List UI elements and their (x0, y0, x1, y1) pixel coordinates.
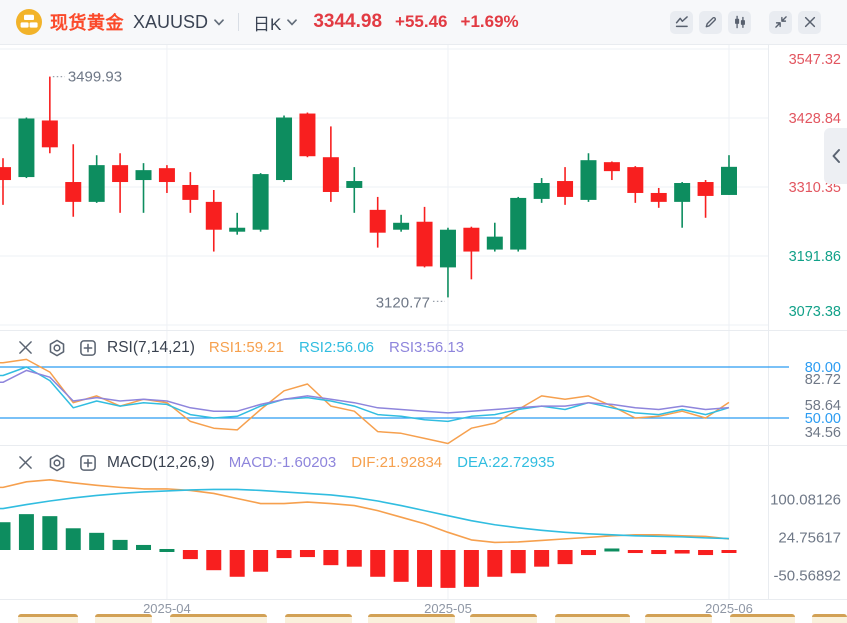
svg-text:3310.35: 3310.35 (789, 180, 841, 196)
gear-icon (49, 454, 64, 471)
macd-title: MACD(12,26,9) (107, 453, 215, 471)
macd-panel: MACD(12,26,9) MACD:-1.60203 DIF:21.92834… (0, 445, 847, 599)
gear-icon (49, 339, 64, 356)
draw-icon (705, 16, 716, 28)
next-panel-strip (0, 614, 847, 623)
close-icon (804, 16, 815, 28)
symbol-selector[interactable]: XAUUSD (124, 12, 224, 33)
partial-bar (470, 614, 537, 623)
partial-bar (95, 614, 152, 623)
macd-close-button[interactable] (14, 451, 37, 474)
rsi-title: RSI(7,14,21) (107, 338, 195, 356)
shrink-button[interactable] (769, 10, 792, 34)
svg-text:80.00: 80.00 (805, 360, 841, 376)
svg-text:3120.77: 3120.77 (376, 294, 430, 311)
rsi-settings-button[interactable] (45, 336, 68, 359)
rsi-add-button[interactable] (76, 336, 99, 359)
svg-text:34.56: 34.56 (805, 425, 841, 441)
rsi-header: RSI(7,14,21) RSI1:59.21 RSI2:56.06 RSI3:… (14, 336, 479, 359)
time-tick-label: 2025-06 (705, 601, 753, 616)
period-label: 日K (253, 14, 282, 34)
close-chart-button[interactable] (798, 10, 821, 34)
price-change-pct: +1.69% (460, 12, 519, 31)
draw-button[interactable] (699, 10, 722, 34)
rsi2-value: RSI2:56.06 (298, 339, 375, 356)
dea-value: DEA:22.72935 (457, 454, 555, 471)
time-tick-label: 2025-05 (424, 601, 472, 616)
partial-bar (170, 614, 267, 623)
close-icon (19, 456, 32, 469)
divider (238, 13, 240, 31)
macd-settings-button[interactable] (45, 451, 68, 474)
rsi1-value: RSI1:59.21 (208, 339, 284, 356)
candlestick-icon (734, 15, 745, 29)
svg-text:3191.86: 3191.86 (789, 249, 841, 265)
svg-text:3499.93: 3499.93 (68, 69, 122, 86)
macd-add-button[interactable] (76, 451, 99, 474)
svg-text:50.00: 50.00 (805, 411, 841, 427)
price-change: +55.46 (395, 12, 448, 31)
partial-bar (730, 614, 795, 623)
partial-bar (368, 614, 455, 623)
indicator-icon (675, 16, 688, 28)
chevron-down-icon (214, 18, 224, 26)
candlestick-chart[interactable]: 3499.93 3120.77 3547.32 3428.84 3310.35 3191.… (0, 45, 847, 330)
svg-text:58.64: 58.64 (805, 398, 841, 414)
time-axis: 2025-04 2025-05 2025-06 (0, 599, 847, 616)
indicator-button[interactable] (670, 10, 693, 34)
collapse-axis-tab[interactable] (824, 128, 847, 184)
svg-text:100.08126: 100.08126 (770, 491, 841, 508)
macd-value: MACD:-1.60203 (228, 454, 337, 471)
partial-bar (285, 614, 352, 623)
main-chart-panel: 3499.93 3120.77 3547.32 3428.84 3310.35 3191.… (0, 45, 847, 330)
last-price: 3344.98 (313, 11, 383, 32)
chevron-left-icon (832, 149, 840, 163)
gold-logo-icon (16, 9, 42, 35)
partial-bar (555, 614, 630, 623)
macd-chart[interactable]: 100.08126 24.75617 -50.56892 (0, 446, 847, 599)
macd-header: MACD(12,26,9) MACD:-1.60203 DIF:21.92834… (14, 451, 570, 474)
svg-text:82.72: 82.72 (805, 372, 841, 388)
chevron-down-icon (287, 18, 298, 26)
time-tick-label: 2025-04 (143, 601, 191, 616)
topbar: 现货黄金 XAUUSD 日K 3344.98 +55.46 +1.69% (0, 0, 847, 45)
svg-text:24.75617: 24.75617 (778, 529, 841, 546)
partial-bar (812, 614, 847, 623)
rsi-close-button[interactable] (14, 336, 37, 359)
partial-bar (645, 614, 712, 623)
plus-square-icon (79, 454, 96, 471)
period-selector[interactable]: 日K (253, 10, 298, 35)
svg-text:3547.32: 3547.32 (789, 52, 841, 68)
shrink-icon (774, 16, 787, 28)
dif-value: DIF:21.92834 (351, 454, 443, 471)
svg-text:3428.84: 3428.84 (789, 111, 841, 127)
partial-bar (18, 614, 78, 623)
plus-square-icon (79, 339, 96, 356)
svg-text:-50.56892: -50.56892 (773, 568, 841, 585)
rsi3-value: RSI3:56.13 (389, 339, 465, 356)
svg-text:3073.38: 3073.38 (789, 304, 841, 320)
symbol-label: XAUUSD (133, 11, 209, 32)
close-icon (19, 341, 32, 354)
instrument-name: 现货黄金 (50, 13, 124, 33)
chart-type-button[interactable] (728, 10, 751, 34)
rsi-panel: RSI(7,14,21) RSI1:59.21 RSI2:56.06 RSI3:… (0, 330, 847, 445)
